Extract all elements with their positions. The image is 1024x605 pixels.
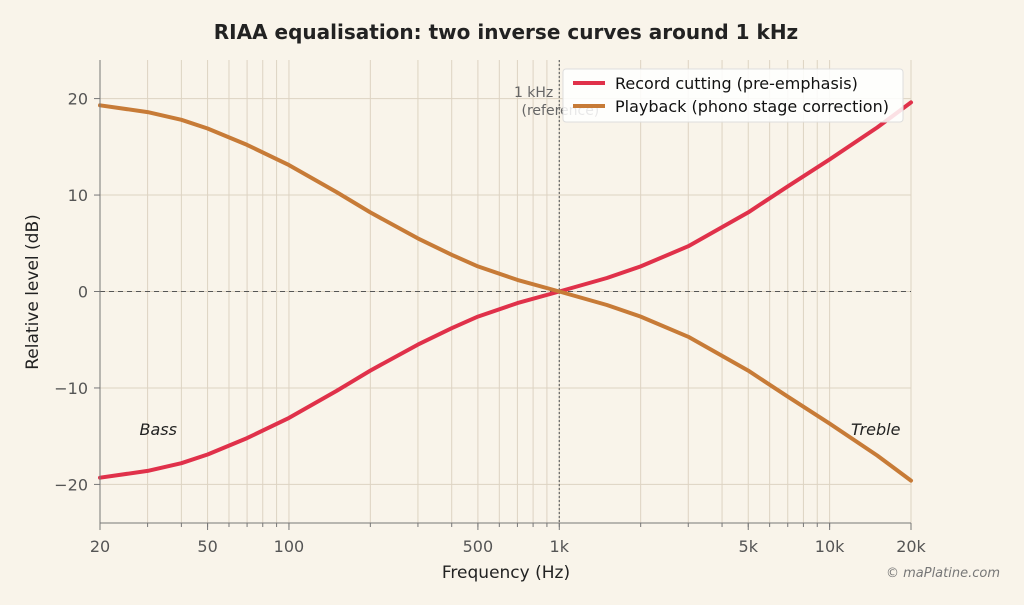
x-tick-label: 20 [90, 537, 110, 556]
legend: Record cutting (pre-emphasis) Playback (… [562, 68, 904, 123]
x-tick-label: 100 [274, 537, 305, 556]
copyright: © maPlatine.com [886, 566, 1000, 581]
y-axis-label: Relative level (dB) [23, 214, 43, 370]
legend-box [562, 68, 904, 123]
x-tick-label: 5k [739, 537, 759, 556]
annotation-bass: Bass [140, 420, 177, 439]
y-tick-label: −20 [54, 475, 88, 494]
legend-label-playback: Playback (phono stage correction) [615, 97, 889, 116]
series-line-0 [98, 100, 913, 480]
reference-label-line1: 1 kHz [514, 85, 553, 101]
y-tick-label: 0 [78, 283, 88, 302]
x-tick-label: 10k [815, 537, 845, 556]
y-tick-label: 20 [68, 90, 88, 109]
legend-label-record: Record cutting (pre-emphasis) [615, 74, 858, 93]
x-tick-label: 50 [197, 537, 217, 556]
annotation-treble: Treble [851, 420, 901, 439]
x-tick-label: 20k [896, 537, 926, 556]
x-axis-label: Frequency (Hz) [442, 563, 570, 583]
x-ticks: 20 50 100 500 1k 5k 10k 20k [90, 523, 927, 556]
y-ticks: 20 10 0 −10 −20 [54, 90, 100, 494]
chart-title: RIAA equalisation: two inverse curves ar… [214, 20, 798, 44]
series-line-1 [98, 103, 913, 483]
series-lines [98, 100, 913, 483]
x-tick-label: 500 [463, 537, 494, 556]
annotations: Bass Treble [140, 420, 901, 439]
y-tick-label: 10 [68, 186, 88, 205]
y-tick-label: −10 [54, 379, 88, 398]
x-tick-label: 1k [550, 537, 570, 556]
